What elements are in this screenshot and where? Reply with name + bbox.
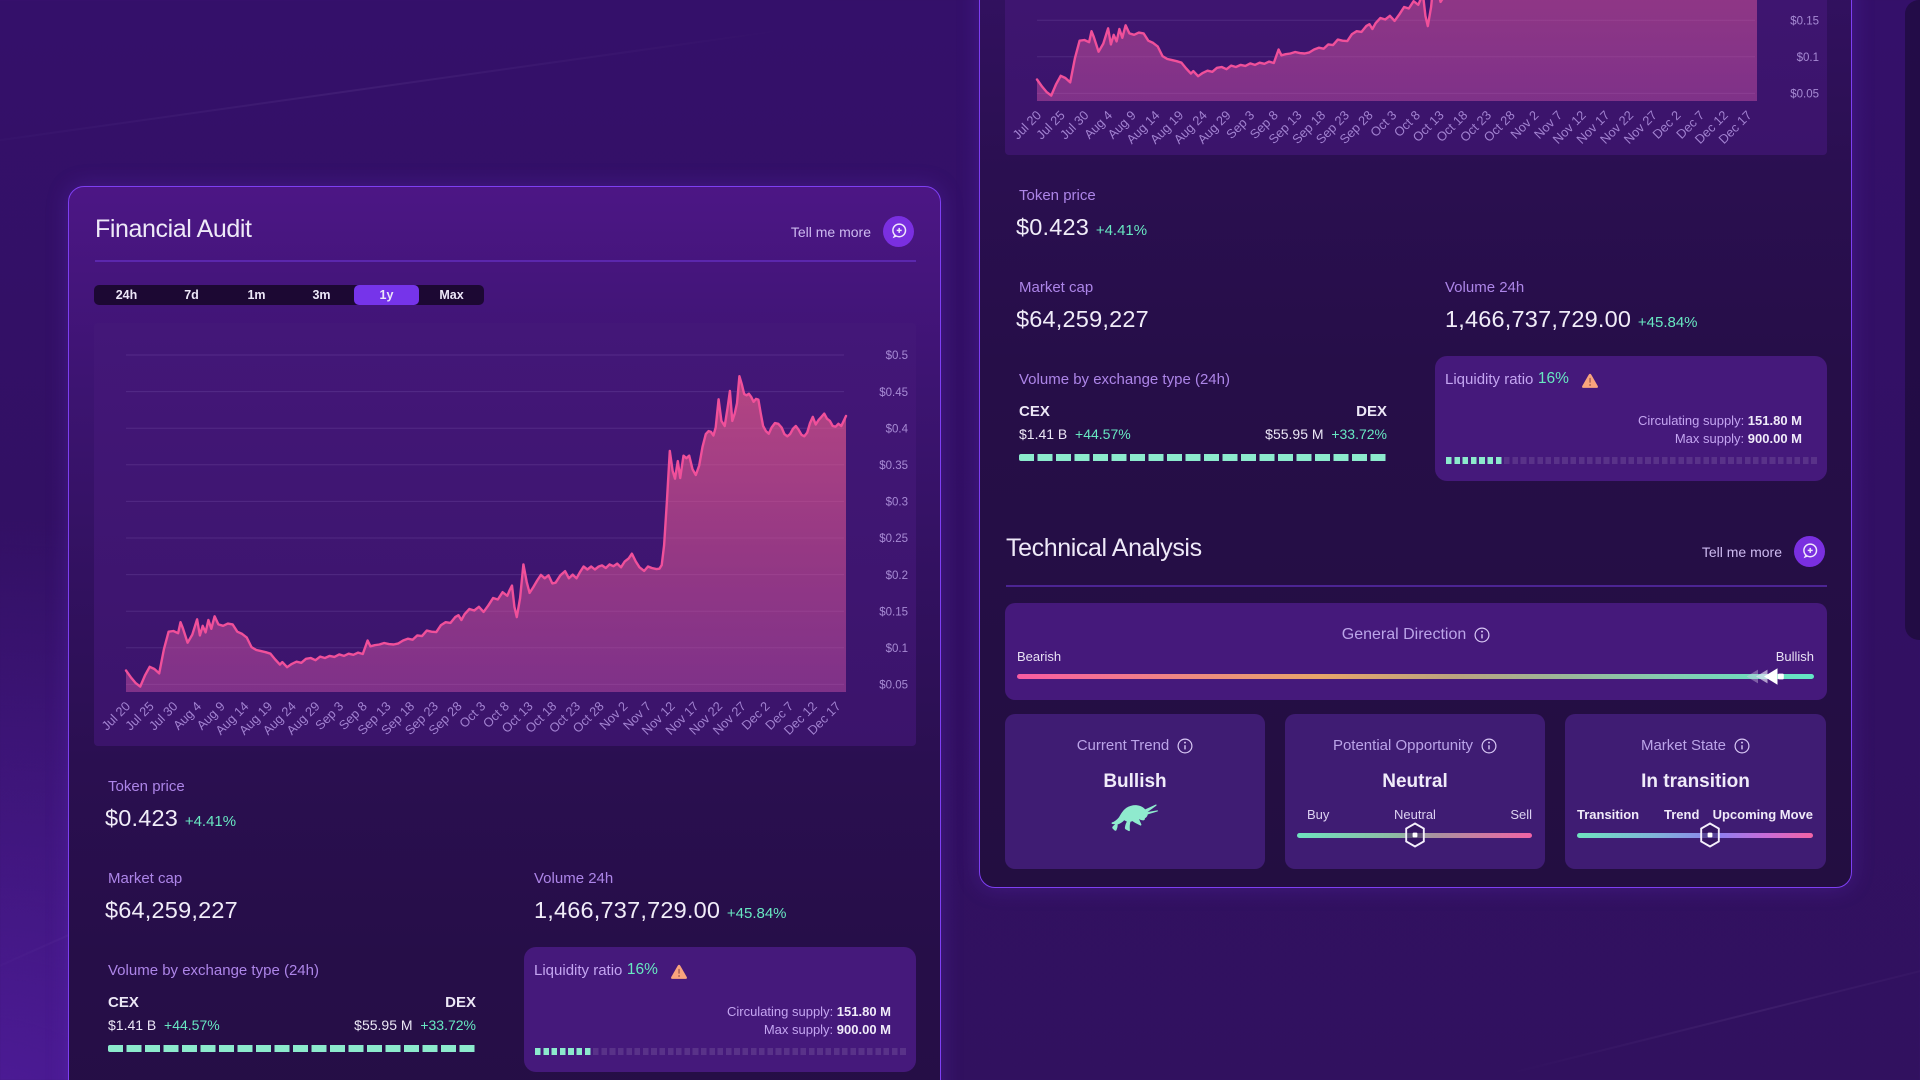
svg-text:$0.35: $0.35 [879,460,908,472]
svg-text:$0.45: $0.45 [879,387,908,399]
svg-text:$0.15: $0.15 [879,606,908,618]
svg-text:$0.4: $0.4 [886,423,909,435]
svg-text:$0.1: $0.1 [886,643,908,655]
svg-text:$0.1: $0.1 [1797,52,1819,64]
svg-text:$0.3: $0.3 [886,497,908,509]
svg-text:$0.25: $0.25 [879,533,908,545]
svg-text:$0.5: $0.5 [886,350,908,362]
svg-text:$0.05: $0.05 [879,680,908,692]
svg-text:$0.05: $0.05 [1790,89,1819,101]
svg-text:$0.15: $0.15 [1790,15,1819,27]
svg-text:$0.2: $0.2 [886,570,908,582]
